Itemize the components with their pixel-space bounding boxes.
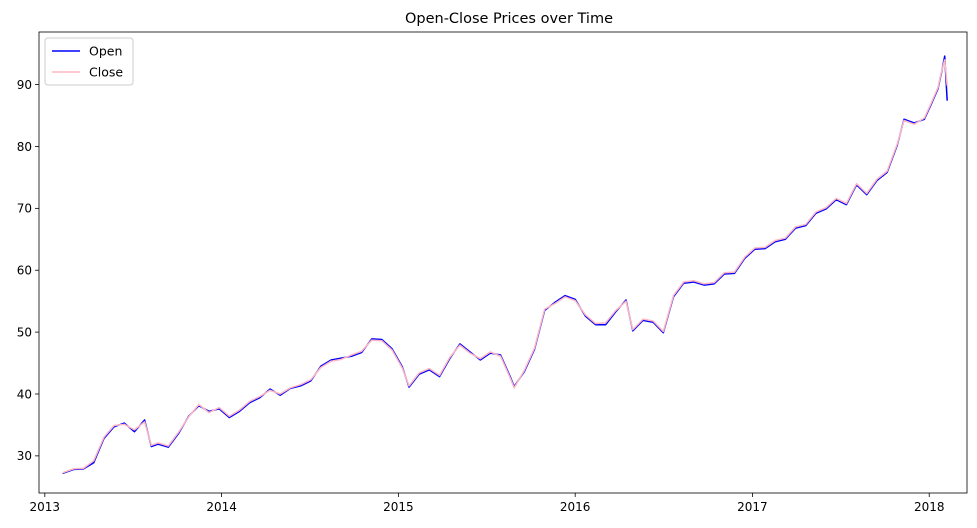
x-tick-label: 2015 [383,500,414,514]
plot-background [39,32,967,493]
plot-frame [38,31,968,494]
y-tick-label: 60 [17,264,32,278]
x-axis: 2013 2014 2015 2016 2017 2018 [30,493,945,514]
x-tick-label: 2013 [30,500,61,514]
x-tick-label: 2018 [914,500,945,514]
legend: Open Close [44,37,134,86]
y-tick-label: 30 [17,449,32,463]
x-tick-label: 2016 [560,500,591,514]
x-tick-label: 2017 [737,500,768,514]
legend-box [44,37,134,86]
y-tick-label: 80 [17,140,32,154]
y-tick-label: 90 [17,78,32,92]
legend-label-close: Close [89,65,123,80]
y-tick-label: 50 [17,325,32,339]
plot-area: 2013 2014 2015 2016 2017 2018 30 40 50 60 70 80 90 [17,31,968,514]
legend-label-open: Open [89,44,122,59]
series-group [62,55,948,474]
y-axis: 30 40 50 60 70 80 90 [17,78,39,463]
series-line-close [62,59,948,474]
chart-title: Open-Close Prices over Time [405,11,613,27]
y-tick-label: 40 [17,387,32,401]
x-tick-label: 2014 [206,500,237,514]
y-tick-label: 70 [17,202,32,216]
